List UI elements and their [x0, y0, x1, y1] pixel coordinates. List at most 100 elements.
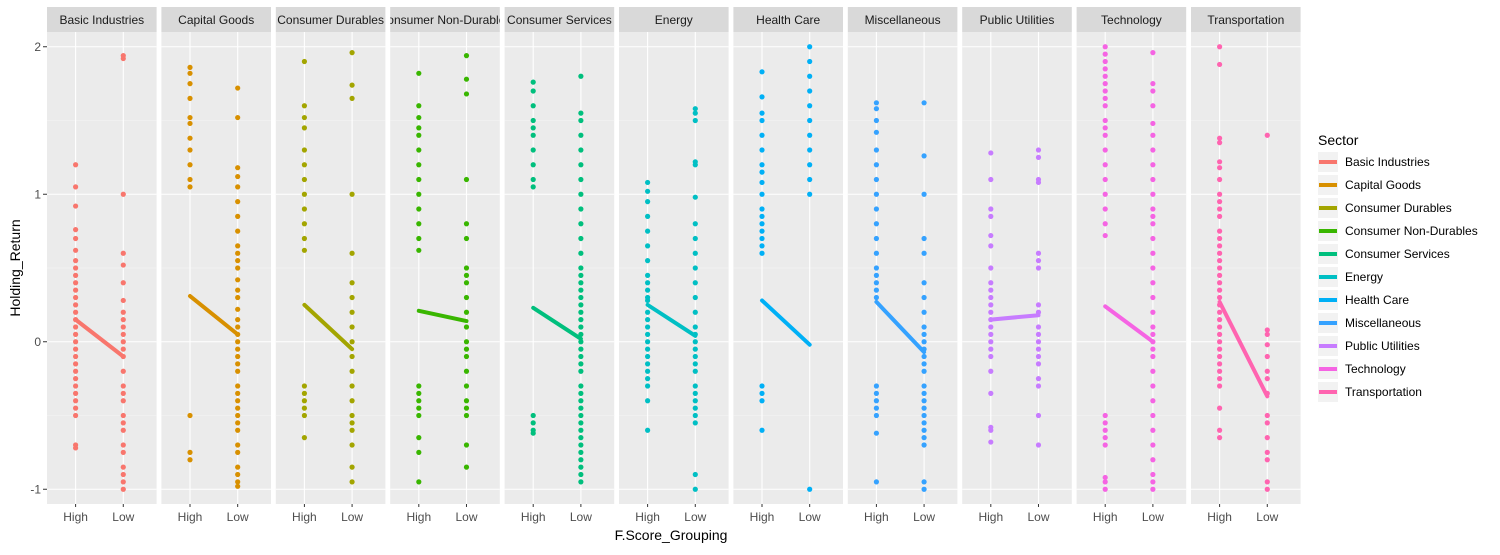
- data-point: [530, 162, 536, 168]
- x-tick-label: Low: [570, 510, 592, 524]
- data-point: [645, 353, 651, 360]
- data-point: [235, 114, 241, 121]
- data-point: [873, 405, 880, 411]
- data-point: [1150, 486, 1156, 492]
- data-point: [692, 309, 698, 315]
- facet-panel: Health Care High Low: [733, 7, 843, 524]
- data-point: [463, 368, 470, 374]
- mean-line: [1217, 299, 1270, 399]
- data-point: [1217, 294, 1223, 301]
- data-point: [873, 390, 880, 396]
- y-axis: -1 0 1 2: [30, 40, 47, 496]
- facet-strip: [733, 7, 843, 32]
- data-point: [1217, 331, 1223, 337]
- facet-strip-label: Capital Goods: [178, 13, 254, 27]
- data-point: [530, 88, 536, 94]
- data-point: [120, 250, 126, 256]
- data-point: [463, 294, 470, 301]
- data-point: [692, 346, 698, 352]
- data-point: [1217, 280, 1223, 286]
- data-point: [645, 309, 651, 315]
- data-point: [921, 420, 927, 426]
- data-point: [235, 449, 241, 455]
- data-point: [1150, 250, 1156, 256]
- data-point: [235, 353, 241, 360]
- data-point: [1217, 228, 1223, 234]
- data-point: [921, 412, 927, 419]
- data-point: [759, 132, 765, 138]
- data-point: [759, 110, 765, 116]
- data-point: [692, 353, 698, 360]
- x-tick-label: Low: [799, 510, 821, 524]
- data-point: [988, 150, 994, 156]
- data-point: [1150, 81, 1156, 87]
- data-point: [1150, 213, 1156, 219]
- data-point: [759, 213, 765, 219]
- data-point: [1102, 435, 1108, 441]
- data-point: [1217, 213, 1223, 219]
- data-point: [921, 361, 927, 367]
- data-point: [1264, 353, 1270, 360]
- data-point: [120, 346, 126, 352]
- data-point: [235, 173, 241, 180]
- data-point: [73, 280, 79, 286]
- y-axis-title: Holding_Return: [7, 219, 23, 316]
- data-point: [692, 162, 698, 168]
- data-point: [759, 69, 765, 75]
- data-point: [349, 353, 355, 360]
- data-point: [349, 95, 355, 101]
- x-tick-label: High: [63, 510, 88, 524]
- data-point: [530, 430, 536, 436]
- facet-strip-label: Consumer Durables: [277, 13, 384, 27]
- data-point: [921, 331, 927, 337]
- data-point: [120, 331, 126, 337]
- data-point: [349, 50, 355, 56]
- data-point: [1264, 486, 1270, 492]
- data-point: [988, 294, 994, 301]
- data-point: [235, 483, 241, 489]
- data-point: [988, 324, 994, 330]
- data-point: [301, 162, 308, 168]
- data-point: [235, 398, 241, 404]
- facet-strip-label: Technology: [1101, 13, 1162, 27]
- data-point: [988, 368, 994, 374]
- x-tick-label: Low: [1256, 510, 1278, 524]
- data-point: [530, 412, 536, 419]
- data-point: [759, 235, 765, 242]
- data-point: [921, 398, 927, 404]
- data-point: [349, 368, 355, 374]
- data-point: [1150, 147, 1156, 153]
- data-point: [235, 405, 241, 411]
- data-point: [301, 221, 308, 227]
- data-point: [873, 235, 880, 242]
- data-point: [759, 117, 765, 124]
- data-point: [988, 302, 994, 308]
- data-point: [463, 464, 470, 470]
- data-point: [416, 103, 422, 109]
- data-point: [807, 162, 813, 168]
- data-point: [120, 262, 126, 268]
- y-tick-label: 1: [34, 187, 41, 201]
- legend-item: Public Utilities: [1318, 336, 1420, 356]
- y-tick-label: 0: [34, 335, 41, 349]
- data-point: [759, 221, 765, 227]
- data-point: [120, 324, 126, 330]
- data-point: [120, 383, 126, 389]
- mean-line: [988, 313, 1041, 322]
- legend-item: Technology: [1318, 359, 1406, 379]
- data-point: [120, 309, 126, 315]
- data-point: [807, 103, 813, 109]
- data-point: [187, 95, 193, 101]
- data-point: [120, 486, 126, 492]
- x-tick-label: High: [750, 510, 775, 524]
- data-point: [235, 184, 241, 190]
- data-point: [988, 309, 994, 315]
- mean-line: [1103, 304, 1155, 344]
- data-point: [1264, 435, 1270, 441]
- data-point: [235, 287, 241, 293]
- data-point: [873, 398, 880, 404]
- facet-strip: [390, 7, 500, 32]
- facet-strip-label: Public Utilities: [980, 13, 1055, 27]
- data-point: [1217, 427, 1223, 433]
- data-point: [1102, 117, 1108, 124]
